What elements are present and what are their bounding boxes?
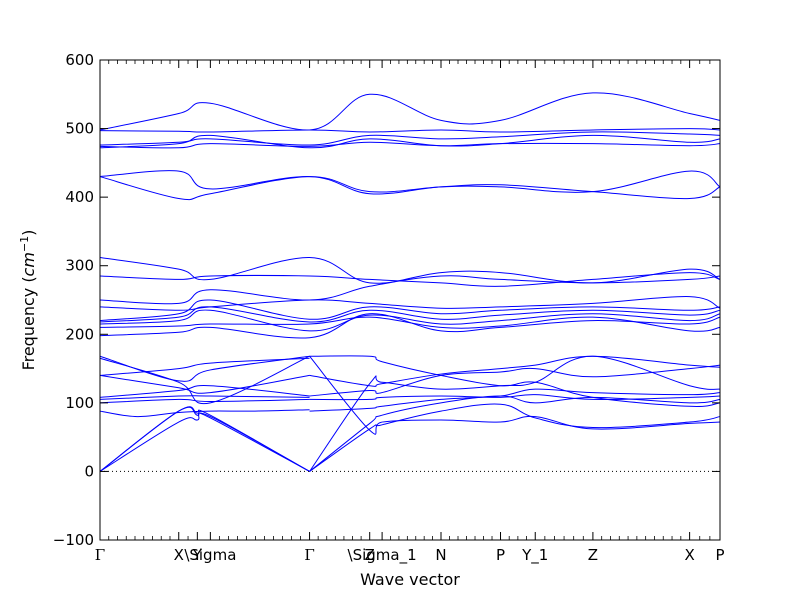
phonon-band-line xyxy=(99,128,721,133)
phonon-band-line xyxy=(99,170,721,195)
phonon-band-line xyxy=(309,403,721,472)
y-tick-label: −100 xyxy=(53,531,94,549)
phonon-band-line xyxy=(99,272,721,287)
phonon-band-line xyxy=(99,385,310,398)
phonon-band-line xyxy=(99,395,310,400)
y-tick-label: 400 xyxy=(65,188,94,206)
phonon-band-line xyxy=(309,355,721,407)
phonon-band-line xyxy=(99,313,721,339)
y-tick-label: 100 xyxy=(65,394,94,412)
phonon-band-line xyxy=(99,141,721,149)
phonon-band-line xyxy=(99,131,721,146)
plot-frame xyxy=(99,59,721,541)
y-tick-label: 300 xyxy=(65,257,94,275)
phonon-band-line xyxy=(99,316,721,332)
x-tick-label: Z xyxy=(365,546,375,564)
phonon-band-line xyxy=(99,256,721,284)
x-tick-label: Z xyxy=(588,546,598,564)
x-tick-label: Y_1 xyxy=(521,546,548,565)
x-tick-label: P xyxy=(496,546,505,564)
x-tick-label: X xyxy=(684,546,694,564)
x-axis-ticks: Γ X Y\Sigma Γ Z\Sigma_1 N P Y_1 Z X P xyxy=(95,60,725,565)
x-tick-label: N xyxy=(435,546,446,564)
phonon-band-line xyxy=(99,134,721,149)
phonon-band-line xyxy=(99,176,721,201)
y-axis-ticks: −100 0 100 200 300 400 500 600 xyxy=(53,51,720,549)
phonon-band-line xyxy=(99,412,310,472)
phonon-band-line xyxy=(309,394,721,401)
x-tick-label: \Sigma_1 xyxy=(348,546,417,565)
x-axis-label: Wave vector xyxy=(360,570,460,589)
x-tick-label: Γ xyxy=(95,546,105,564)
y-axis-label-exp: −1 xyxy=(18,236,31,252)
phonon-band-line xyxy=(99,296,721,311)
phonon-band-line xyxy=(99,355,310,382)
phonon-band-line xyxy=(99,92,721,131)
phonon-band-line xyxy=(309,388,721,412)
y-axis-label: Frequency (cm−1) xyxy=(18,230,38,371)
x-tick-label: Γ xyxy=(304,546,314,564)
phonon-band-line xyxy=(99,357,310,376)
phonon-band-line xyxy=(309,355,721,435)
x-tick-label: X xyxy=(174,546,184,564)
y-tick-label: 0 xyxy=(84,462,94,480)
y-tick-label: 200 xyxy=(65,325,94,343)
plot-area xyxy=(99,92,721,472)
phonon-band-line xyxy=(99,374,310,394)
phonon-band-line xyxy=(99,299,721,322)
phonon-band-line xyxy=(99,398,310,404)
phonon-band-line xyxy=(309,355,721,387)
phonon-band-line xyxy=(99,409,310,418)
y-tick-label: 500 xyxy=(65,120,94,138)
y-axis-label-main: Frequency xyxy=(19,288,38,371)
x-tick-label: P xyxy=(715,546,724,564)
phonon-band-line xyxy=(99,306,721,323)
phonon-band-line xyxy=(99,309,721,332)
x-tick-label: \Sigma xyxy=(184,546,236,564)
x-tick-label: Y xyxy=(192,546,203,564)
y-tick-label: 600 xyxy=(65,51,94,69)
phonon-band-line xyxy=(309,364,721,397)
y-axis-label-unit: cm xyxy=(19,252,38,276)
